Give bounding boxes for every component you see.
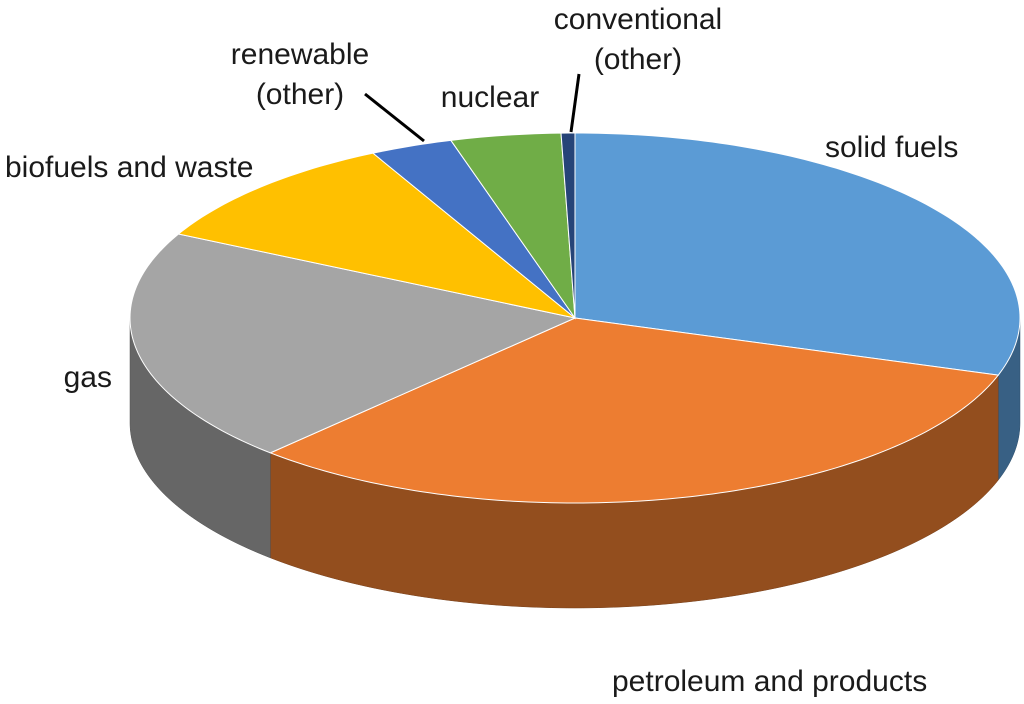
pie-slice [560,132,576,319]
slice-label: biofuels and waste [5,151,254,184]
slice-label: petroleum and products [612,665,928,698]
pie-slice [449,132,576,320]
leader-line [364,92,425,143]
pie-slice [269,317,1000,504]
pie-slice [574,132,1021,376]
slice-label: conventional (other) [553,3,723,76]
slice-label: renewable (other) [230,38,370,111]
leader-line [569,73,581,133]
pie-slice [371,139,576,319]
pie-slice [177,152,576,319]
slice-label: gas [63,361,112,394]
pie-slice [129,233,577,454]
slice-label: nuclear [440,81,540,114]
slice-label: solid fuels [825,131,959,164]
